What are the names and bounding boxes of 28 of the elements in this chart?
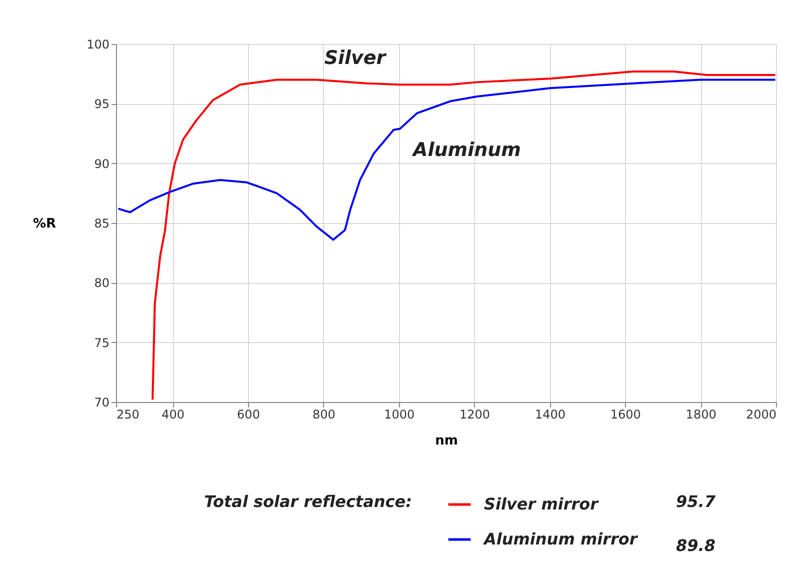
annotation: Silver — [324, 47, 388, 69]
line-series — [117, 78, 776, 241]
x-tick-label: 1400 — [534, 408, 566, 422]
legend-label: Aluminum mirror — [482, 530, 638, 548]
y-tick-label: 85 — [94, 216, 110, 230]
y-tick-label: 80 — [94, 276, 110, 290]
y-tick-label: 75 — [94, 336, 110, 350]
line-series — [152, 70, 776, 401]
x-axis-title: nm — [435, 434, 458, 448]
x-tick-label: 1000 — [384, 408, 415, 422]
y-tick-label: 100 — [86, 38, 110, 52]
y-tick-label: 95 — [94, 97, 110, 112]
text: 95.7 — [676, 492, 716, 511]
legend-label: Silver mirror — [484, 494, 600, 514]
text: 89.8 — [676, 536, 716, 555]
y-axis-title: %R — [32, 216, 56, 232]
y-tick-label: 90 — [94, 156, 110, 171]
x-tick-label: 1600 — [610, 408, 641, 422]
x-tick-label: 1200 — [460, 408, 490, 422]
x-tick-label: 1800 — [686, 408, 716, 422]
x-tick-label: 800 — [312, 408, 336, 422]
x-tick-label: 2000 — [746, 408, 776, 422]
y-tick-label: 70 — [94, 396, 110, 410]
x-tick-label: 250 — [116, 408, 140, 422]
annotation: Aluminum — [411, 139, 521, 161]
x-tick-label: 400 — [162, 408, 185, 422]
text: Total solar reflectance: — [204, 492, 412, 511]
x-tick-label: 600 — [237, 408, 260, 422]
